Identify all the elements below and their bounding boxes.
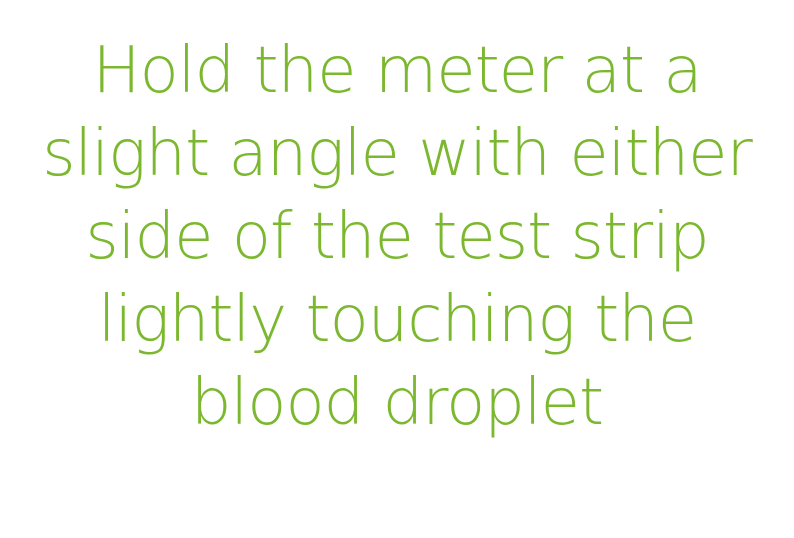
instruction-line-5: blood droplet (190, 366, 604, 440)
instruction-line-1: Hold the meter at a (92, 34, 702, 108)
instruction-line-2: slight angle with either (42, 117, 753, 191)
instruction-line-4: lightly touching the (97, 283, 697, 357)
instruction-line-3: side of the test strip (85, 200, 709, 274)
